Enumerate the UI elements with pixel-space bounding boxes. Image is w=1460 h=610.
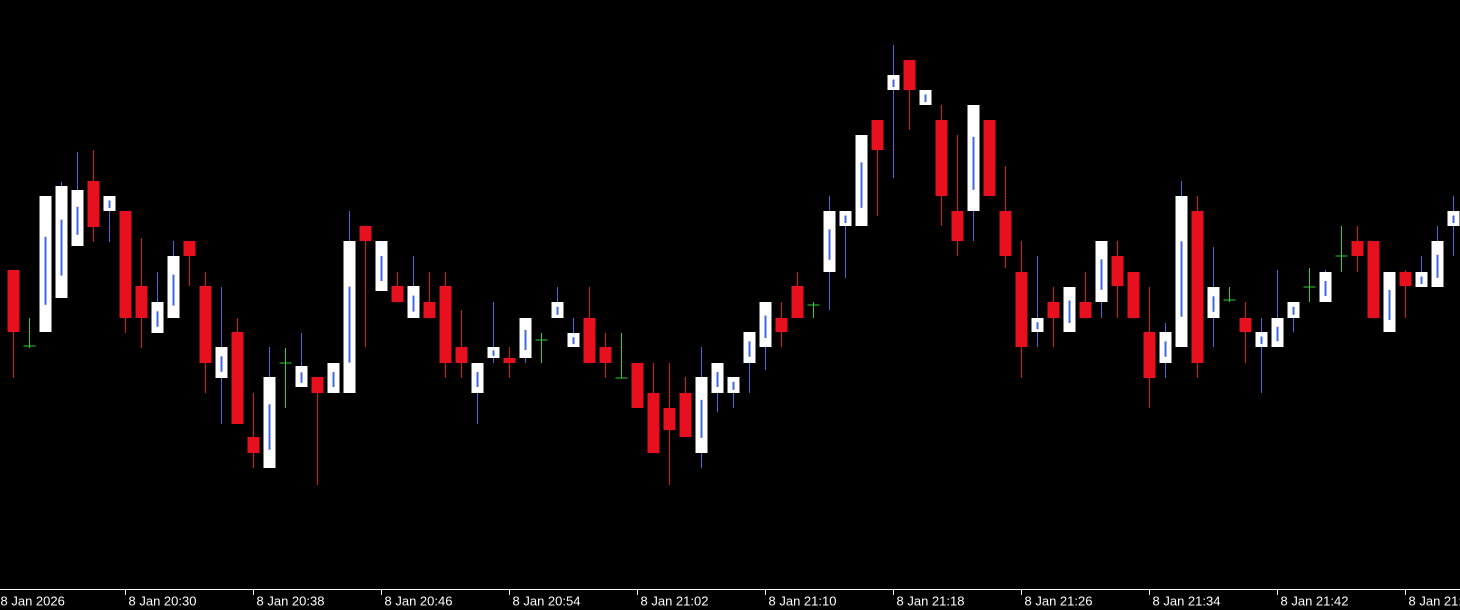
candle-body [439,286,452,363]
x-tick-label: 8 Jan 21:18 [897,593,965,608]
candle-body [631,363,644,408]
candle-body [871,120,884,150]
x-tick-label: 8 Jan 20:38 [257,593,325,608]
candle-body [583,318,596,363]
candle-body [1111,256,1124,286]
candle-body [1015,272,1028,347]
candle-body [679,393,692,437]
candle-body [119,211,132,318]
candle-body [183,241,196,256]
candle-body [1143,332,1156,378]
candle-body [231,332,244,424]
candle-body [423,302,436,318]
candle-body [1351,241,1364,256]
candle-body [647,393,660,453]
x-tick-label: 8 Jan 21:26 [1025,593,1093,608]
candle-body [391,286,404,302]
candle-body [1239,318,1252,332]
candle-body [1079,302,1092,318]
candle-body [791,286,804,318]
x-tick-label: 8 Jan 2026 [1,593,65,608]
candle-body [87,181,100,227]
x-tick-label: 8 Jan 20:46 [385,593,453,608]
candle-body [247,437,260,453]
candle-body [599,347,612,363]
candle-body [935,120,948,196]
candle-body [199,286,212,363]
x-tick-label: 8 Jan 21:02 [641,593,709,608]
x-tick-label: 8 Jan 20:54 [513,593,581,608]
candle-body [359,226,372,241]
x-tick-label: 8 Jan 20:30 [129,593,197,608]
candle-body [951,211,964,241]
candle-body [999,211,1012,256]
candle-body [983,120,996,196]
x-tick-label: 8 Jan 21:10 [769,593,837,608]
x-tick-label: 8 Jan 21:34 [1153,593,1221,608]
candle-body [1047,302,1060,318]
candle-body [455,347,468,363]
candle-body [7,270,20,332]
candle-body [903,60,916,90]
candle-body [663,408,676,430]
x-tick-label: 8 Jan 21:50 [1409,593,1460,608]
x-tick-label: 8 Jan 21:42 [1281,593,1349,608]
candle-body [1127,272,1140,318]
candle-body [1367,241,1380,318]
candle-body [311,377,324,393]
candle-body [1191,211,1204,363]
candle-body [135,286,148,318]
candle-body [503,358,516,363]
candle-body [1399,272,1412,286]
candle-body [775,318,788,332]
